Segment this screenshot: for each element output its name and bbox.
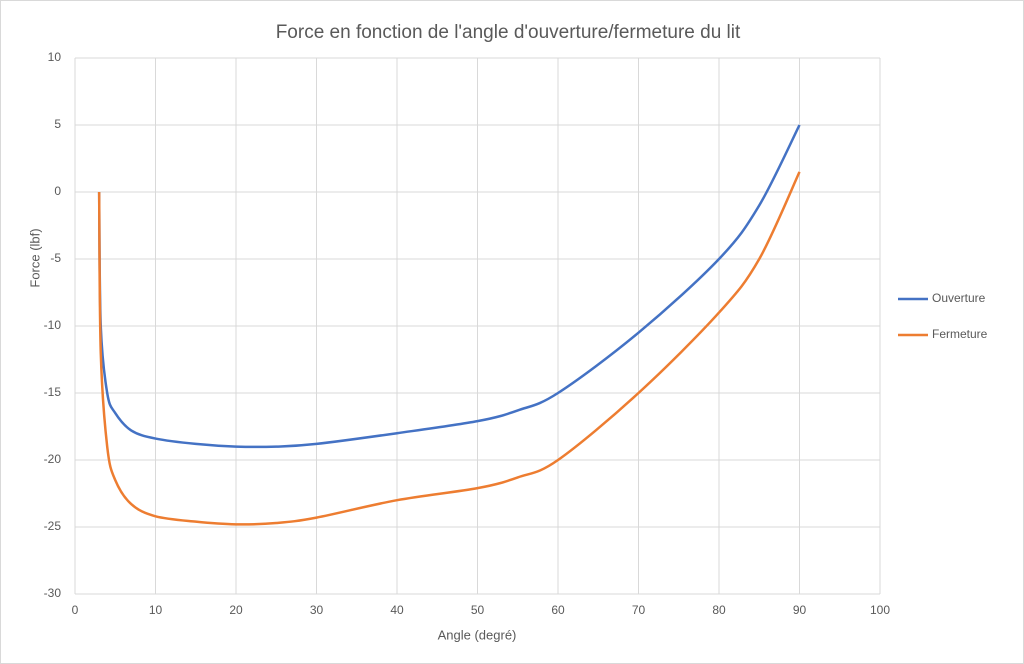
series-line [97,124,801,449]
x-axis-title: Angle (degré) [438,627,517,642]
legend-label: Ouverture [932,291,986,305]
x-tick-label: 80 [712,603,726,617]
y-tick-label: 5 [54,117,61,131]
series-line [97,171,801,526]
x-tick-label: 10 [149,603,163,617]
y-tick-label: -20 [44,452,62,466]
x-tick-label: 20 [229,603,243,617]
y-axis-title: Force (lbf) [27,228,42,287]
y-tick-label: 10 [48,50,62,64]
x-tick-label: 100 [870,603,890,617]
x-tick-label: 50 [471,603,485,617]
x-tick-label: 40 [390,603,404,617]
chart-title: Force en fonction de l'angle d'ouverture… [276,22,741,43]
legend-label: Fermeture [932,327,988,341]
y-tick-label: -25 [44,519,62,533]
y-tick-label: -30 [44,586,62,600]
y-tick-label: 0 [54,184,61,198]
y-tick-label: -10 [44,318,62,332]
x-tick-label: 0 [72,603,79,617]
y-tick-label: -15 [44,385,62,399]
x-tick-label: 90 [793,603,807,617]
x-tick-label: 60 [551,603,565,617]
x-tick-label: 70 [632,603,646,617]
x-tick-label: 30 [310,603,324,617]
y-tick-label: -5 [50,251,61,265]
